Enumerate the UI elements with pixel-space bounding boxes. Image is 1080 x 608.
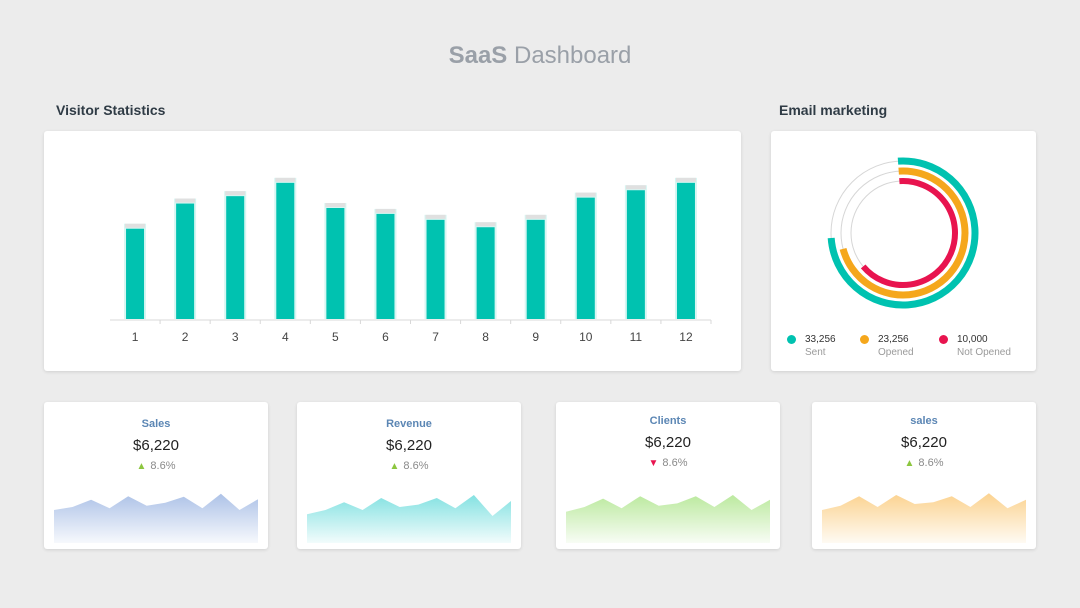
stat-change-value: 8.6% — [403, 460, 429, 472]
legend-sent-dot — [787, 335, 796, 344]
stat-title: sales — [910, 415, 938, 427]
x-tick-label: 3 — [232, 330, 239, 344]
stat-title: Revenue — [386, 418, 432, 430]
bar-cap — [625, 185, 646, 190]
visitor-statistics-label: Visitor Statistics — [56, 102, 166, 118]
x-tick-label: 8 — [482, 330, 489, 344]
email-marketing-card: 33,256 Sent 23,256 Opened 10,000 Not Ope… — [771, 131, 1036, 371]
legend-opened-label: Opened — [878, 347, 914, 358]
legend-not-opened-value: 10,000 — [957, 334, 988, 345]
bar — [176, 203, 195, 319]
sparkline-area-chart — [54, 493, 258, 543]
bar — [526, 219, 545, 319]
x-tick-label: 6 — [382, 330, 389, 344]
legend-sent-value: 33,256 — [805, 334, 836, 345]
stat-value: $6,220 — [133, 437, 179, 454]
bar-cap — [475, 222, 496, 227]
bar — [576, 197, 595, 319]
up-arrow-icon: ▲ — [136, 461, 147, 472]
stat-change-value: 8.6% — [662, 457, 688, 469]
x-tick-label: 12 — [679, 330, 693, 344]
x-tick-label: 11 — [630, 330, 643, 344]
stat-change: ▲ 8.6% — [297, 460, 521, 472]
visitor-statistics-card: 1 2 3 4 5 6 7 8 9 10 11 12 — [44, 131, 741, 371]
legend-opened-dot — [860, 335, 869, 344]
ring-arc — [827, 157, 979, 309]
bar-cap — [575, 192, 596, 197]
legend-not-opened-label: Not Opened — [957, 347, 1011, 358]
bar — [626, 190, 645, 319]
email-marketing-label: Email marketing — [779, 102, 888, 118]
stat-value: $6,220 — [645, 434, 691, 451]
down-arrow-icon: ▼ — [648, 458, 659, 469]
bar-cap — [375, 208, 396, 213]
page-title: SaaS Dashboard — [0, 42, 1080, 70]
x-tick-label: 2 — [182, 330, 189, 344]
bar — [226, 196, 245, 319]
x-tick-label: 10 — [579, 330, 593, 344]
email-ring-chart — [827, 157, 979, 309]
sparkline-area — [566, 495, 770, 543]
stat-card-clients: Clients $6,220 ▼ 8.6% — [556, 402, 780, 549]
sparkline-area — [54, 493, 258, 543]
bar-cap — [525, 214, 546, 219]
bar — [476, 227, 495, 319]
bar — [426, 219, 445, 319]
bar-cap — [275, 177, 296, 182]
up-arrow-icon: ▲ — [389, 461, 400, 472]
bar — [126, 228, 145, 319]
x-tick-label: 5 — [332, 330, 339, 344]
x-tick-label: 9 — [532, 330, 539, 344]
stat-change: ▲ 8.6% — [812, 457, 1036, 469]
stat-title: Sales — [141, 418, 171, 430]
page-title-rest: Dashboard — [507, 42, 632, 69]
stat-card-sales: Sales $6,220 ▲ 8.6% — [44, 402, 268, 549]
up-arrow-icon: ▲ — [904, 458, 915, 469]
x-tick-label: 1 — [132, 330, 139, 344]
stat-change: ▼ 8.6% — [556, 457, 780, 469]
bar-cap — [175, 198, 196, 203]
sparkline-area — [307, 495, 511, 543]
stat-card-sales-secondary: sales $6,220 ▲ 8.6% — [812, 402, 1036, 549]
sparkline-area-chart — [307, 495, 511, 543]
stat-value: $6,220 — [386, 437, 432, 454]
bar-cap — [325, 203, 346, 207]
sparkline-area — [822, 493, 1026, 543]
stat-change: ▲ 8.6% — [44, 460, 268, 472]
ring-arc — [860, 178, 958, 288]
stat-title: Clients — [649, 415, 687, 427]
bar-cap — [425, 214, 446, 219]
legend-sent-label: Sent — [805, 347, 826, 358]
visitor-bar-chart: 1 2 3 4 5 6 7 8 9 10 11 12 — [110, 177, 712, 344]
bar — [276, 182, 295, 319]
stat-value: $6,220 — [901, 434, 947, 451]
bar-cap — [225, 191, 246, 196]
bar — [326, 208, 345, 319]
x-tick-label: 4 — [282, 330, 289, 344]
bar-cap — [675, 177, 696, 182]
legend-not-opened-dot — [939, 335, 948, 344]
legend-opened-value: 23,256 — [878, 334, 909, 345]
stat-change-value: 8.6% — [150, 460, 176, 472]
ring-arc — [839, 167, 969, 299]
page-title-bold: SaaS — [448, 42, 508, 69]
bar — [376, 213, 395, 319]
stat-change-value: 8.6% — [918, 457, 944, 469]
stat-card-revenue: Revenue $6,220 ▲ 8.6% — [297, 402, 521, 549]
sparkline-area-chart — [822, 493, 1026, 543]
bar-cap — [125, 223, 146, 228]
x-tick-label: 7 — [432, 330, 439, 344]
bar — [676, 182, 695, 319]
sparkline-area-chart — [566, 495, 770, 543]
